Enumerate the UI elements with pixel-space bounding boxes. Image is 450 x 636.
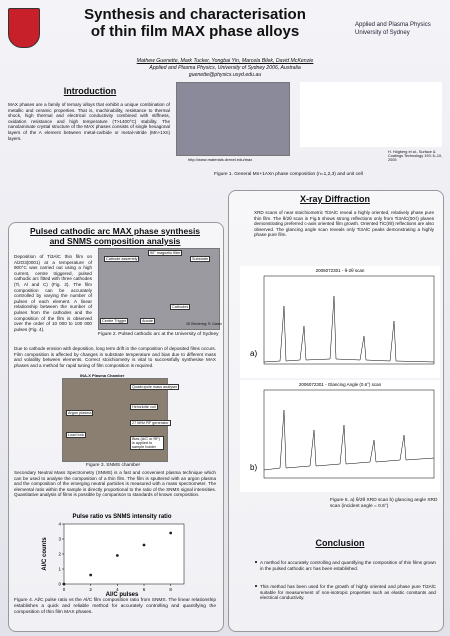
institution-line: Applied and Plasma Physics [355, 22, 431, 28]
logo [8, 8, 40, 48]
x-tick-label: 4 [116, 587, 119, 592]
url: http://www.materials.drexel.edu/max [188, 157, 253, 162]
credit: 3D Rendering: R. Danen [186, 322, 223, 326]
data-point [142, 543, 146, 547]
plot-title: 2006072301 - θ-2θ scan [316, 268, 365, 273]
intro-heading: Introduction [63, 86, 117, 96]
xrd-plot: 2006072301 - θ-2θ scan a) [240, 266, 440, 378]
scan-line [263, 295, 435, 363]
figure-label: Substrate [190, 256, 211, 262]
periodic-table [176, 82, 290, 156]
y-tick-label: 3 [58, 537, 61, 542]
plot-background [240, 380, 440, 492]
bullet: This method has been used for the growth… [260, 584, 436, 601]
figure-caption: Figure 5. a) θ/2θ XRD scan b) glancing a… [330, 498, 438, 509]
scatter-chart: Pulse ratio vs SNMS intensity ratio Al/C… [42, 514, 185, 598]
y-tick-label: 1 [58, 567, 61, 572]
figure-caption: Figure 3. SNMS chamber [86, 463, 141, 468]
figure-caption: Figure 4. Al/C pulse ratio vs the Al/C f… [14, 598, 216, 615]
section-heading: Conclusion [315, 538, 365, 548]
x-tick-label: 6 [143, 587, 146, 592]
panel-label: b) [250, 463, 257, 472]
body-text: Due to cathode erosion with deposition, … [14, 346, 216, 368]
figure-label: Centre Trigger [100, 318, 129, 324]
x-tick-label: 8 [169, 587, 172, 592]
x-tick-label: 2 [89, 587, 92, 592]
y-axis-label: Al/C counts [42, 537, 48, 571]
crystal-structures [300, 82, 442, 147]
bullet: A method for accurately controlling and … [260, 560, 436, 571]
data-point [115, 554, 119, 557]
bullet-dot [255, 561, 257, 563]
xrd-plot: 2006072301 - Glancing Angle (0.6°) scan … [240, 380, 440, 492]
plot-area [63, 523, 185, 585]
plot-frame [263, 275, 435, 365]
affiliation: Applied and Plasma Physics, University o… [149, 65, 301, 71]
data-point [62, 582, 66, 586]
section-heading: X-ray Diffraction [299, 194, 370, 204]
y-tick-label: 0 [58, 582, 61, 587]
email: guenette@physics.usyd.edu.au [188, 72, 262, 78]
figure-label: 27 MHz RF generator [130, 420, 171, 426]
figure-label: Cathodes [170, 304, 191, 310]
body-text: Deposition of Ti3AlC thin film on Al2O3(… [14, 254, 92, 332]
data-point [89, 573, 93, 577]
figure-label: Cathode assembly [104, 256, 140, 262]
figure-label: 90° magnetic filter [148, 250, 183, 256]
plot-title: 2006072301 - Glancing Angle (0.6°) scan [299, 382, 382, 387]
y-tick-label: 4 [58, 522, 61, 527]
figure-caption: Figure 1. General Mn+1AXn phase composit… [214, 172, 363, 177]
figure-label: Bias (A/C or RF) is applied to sample ho… [130, 436, 164, 450]
authors: Mathew Guenette, Mark Tucker, Yongbai Yi… [136, 58, 314, 64]
y-tick-label: 2 [58, 552, 61, 557]
plot-frame [263, 389, 435, 479]
figure-label: Load lock [66, 432, 87, 438]
intro-text: MAX phases are a family of ternary alloy… [8, 102, 170, 141]
figure-label: Quadrupole mass analyser [130, 384, 180, 390]
x-axis-label: Al/C pulses [106, 592, 139, 598]
panel-label: a) [250, 349, 257, 358]
figure-label: Heinzlotte coil [130, 404, 158, 410]
reference: H. Högberg et al., Surface & Coatings Te… [388, 150, 443, 162]
title: Synthesis and characterisation of thin f… [84, 6, 306, 41]
body-text: XRD scans of near stoichiometric Ti3AlC … [254, 210, 434, 238]
data-point [169, 531, 173, 535]
x-tick-label: 0 [63, 587, 66, 592]
figure-label: INA-X Plasma Chamber [80, 373, 125, 378]
bullet-dot [255, 585, 257, 587]
body-text: Secondary Neutral Mass Spectrometry (SNM… [14, 470, 216, 498]
chart-title: Pulse ratio vs SNMS intensity ratio [72, 514, 171, 520]
figure-label: Argon plasma [66, 410, 94, 416]
scan-line [263, 409, 435, 471]
figure-caption: Figure 2. Pulsed cathodic arc at the Uni… [98, 332, 219, 337]
section-heading: Pulsed cathodic arc MAX phase synthesis … [29, 226, 201, 246]
institution-line: University of Sydney [355, 30, 410, 36]
figure-label: Anode [140, 318, 155, 324]
